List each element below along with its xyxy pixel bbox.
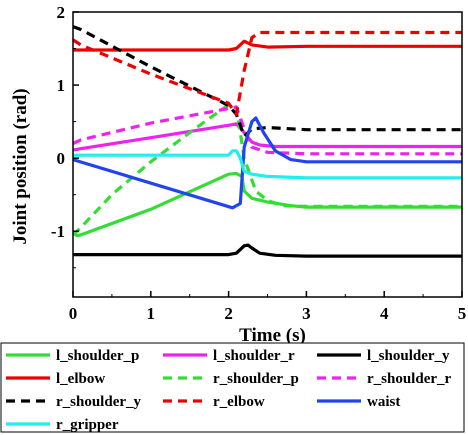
legend-label-r-shoulder-p: r_shoulder_p bbox=[213, 371, 299, 387]
y-tick-label: 1 bbox=[57, 76, 66, 95]
x-axis-label: Time (s) bbox=[239, 325, 306, 346]
series-line-l-shoulder-p bbox=[72, 171, 462, 238]
legend-label-l-shoulder-p: l_shoulder_p bbox=[56, 348, 139, 364]
x-tick-label: 3 bbox=[302, 304, 311, 323]
y-tick-label: 0 bbox=[57, 149, 66, 168]
series-lines bbox=[71, 25, 462, 258]
series-line-r-elbow bbox=[72, 30, 462, 116]
series-line-r-shoulder-y bbox=[72, 25, 462, 138]
ticks: 0 1 2 3 4 5 -1 0 1 2 bbox=[51, 3, 466, 323]
series-line-r-shoulder-r bbox=[72, 105, 462, 156]
series-line-r-shoulder-p bbox=[71, 103, 462, 237]
legend-label-r-shoulder-y: r_shoulder_y bbox=[56, 394, 142, 410]
legend-frame bbox=[0, 342, 465, 433]
x-tick-label: 2 bbox=[224, 304, 233, 323]
series-line-l-shoulder-r bbox=[72, 122, 462, 152]
x-tick-label: 4 bbox=[380, 304, 389, 323]
legend-label-waist: waist bbox=[367, 394, 400, 410]
series-line-l-elbow bbox=[73, 39, 462, 52]
legend-label-r-elbow: r_elbow bbox=[213, 394, 265, 410]
series-line-r-gripper bbox=[73, 149, 462, 180]
x-tick-label: 1 bbox=[147, 304, 156, 323]
y-tick-label: 2 bbox=[57, 3, 66, 22]
legend: l_shoulder_p l_shoulder_r l_shoulder_y l_el… bbox=[0, 342, 465, 433]
y-axis-label: Joint position (rad) bbox=[10, 88, 31, 244]
legend-label-l-elbow: l_elbow bbox=[56, 371, 105, 387]
series-line-waist bbox=[72, 116, 462, 210]
legend-label-l-shoulder-y: l_shoulder_y bbox=[367, 348, 450, 364]
x-tick-label: 0 bbox=[69, 304, 78, 323]
legend-label-r-shoulder-r: r_shoulder_r bbox=[367, 371, 452, 387]
y-tick-label: -1 bbox=[51, 222, 65, 241]
series-line-l-shoulder-y bbox=[73, 243, 462, 258]
legend-label-l-shoulder-r: l_shoulder_r bbox=[213, 348, 295, 364]
x-tick-label: 5 bbox=[458, 304, 467, 323]
legend-label-r-gripper: r_gripper bbox=[56, 417, 119, 433]
